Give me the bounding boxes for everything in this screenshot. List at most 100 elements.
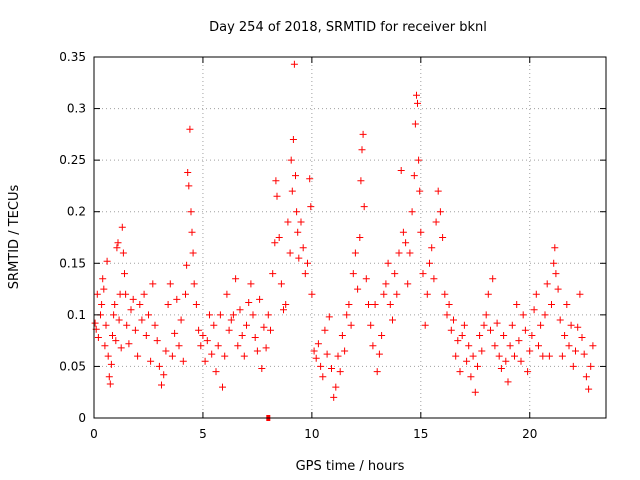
data-point (208, 350, 216, 358)
data-point (359, 130, 367, 138)
data-point (295, 254, 303, 262)
data-point (445, 301, 453, 308)
data-point (558, 352, 566, 360)
data-point (145, 311, 152, 319)
data-point (199, 332, 207, 339)
data-point (478, 347, 486, 355)
data-point (105, 373, 113, 381)
data-point (380, 290, 388, 298)
data-point (107, 360, 115, 368)
data-point (406, 249, 414, 257)
data-point (469, 352, 477, 360)
data-point (569, 362, 577, 370)
y-tick-label: 0.2 (67, 205, 86, 219)
data-point (572, 347, 579, 355)
data-point (240, 352, 248, 360)
data-point (413, 91, 420, 99)
data-point (100, 285, 108, 293)
data-point (314, 340, 322, 348)
data-point (354, 285, 362, 293)
data-point (404, 280, 412, 288)
data-point (317, 362, 325, 370)
data-point (229, 311, 237, 319)
data-point (166, 280, 174, 288)
data-point (452, 352, 460, 360)
data-point (160, 371, 168, 379)
data-point (103, 257, 111, 265)
data-point (519, 311, 527, 319)
data-point (517, 357, 525, 365)
data-point (530, 306, 538, 314)
data-point (497, 365, 505, 372)
data-point (491, 342, 499, 350)
data-point (582, 373, 590, 381)
data-point (541, 311, 549, 319)
data-point (269, 270, 277, 278)
data-point (99, 275, 107, 283)
data-point (188, 228, 196, 236)
data-point (310, 347, 318, 355)
data-point (441, 290, 449, 298)
data-point (371, 301, 379, 308)
data-point (201, 357, 209, 365)
data-point (465, 342, 473, 350)
data-point (426, 259, 433, 267)
data-point (343, 311, 351, 319)
data-point (537, 321, 545, 329)
data-point (362, 275, 370, 283)
data-point (487, 326, 494, 334)
data-point (414, 99, 421, 107)
chart-title: Day 254 of 2018, SRMTID for receiver bkn… (209, 20, 487, 35)
data-point (375, 350, 383, 358)
data-point (301, 270, 309, 278)
data-point (212, 368, 220, 376)
data-point (273, 192, 281, 200)
data-point (561, 332, 569, 339)
data-point (565, 342, 573, 350)
y-tick-label: 0.15 (59, 256, 86, 270)
data-point (515, 337, 523, 345)
data-point (299, 244, 307, 252)
data-point (214, 342, 222, 350)
data-point (134, 352, 142, 360)
data-point (164, 301, 172, 308)
data-point (264, 311, 272, 319)
data-point (334, 352, 342, 360)
data-point (563, 301, 571, 308)
data-point (347, 321, 355, 329)
data-point (528, 332, 536, 339)
data-point (125, 340, 133, 348)
data-point (360, 203, 368, 211)
data-point (521, 326, 529, 334)
data-point (186, 125, 194, 133)
data-point (271, 239, 279, 247)
data-point (386, 301, 394, 308)
data-point (574, 323, 582, 331)
data-point (138, 316, 146, 324)
data-point (210, 321, 218, 329)
data-point (287, 156, 295, 164)
data-point (323, 350, 331, 358)
data-point (253, 347, 261, 355)
data-point (504, 378, 512, 386)
data-point (423, 290, 431, 298)
data-point (576, 290, 584, 298)
data-point (189, 249, 197, 257)
data-point (280, 306, 287, 314)
data-point (197, 342, 205, 350)
data-point (367, 321, 375, 329)
data-point (258, 365, 266, 372)
data-point (421, 321, 429, 329)
data-point (192, 301, 200, 308)
data-point (294, 228, 302, 236)
data-point (275, 234, 283, 241)
data-point (117, 344, 125, 352)
data-point (419, 270, 427, 278)
data-point (456, 368, 464, 376)
data-point (430, 275, 438, 283)
data-point (114, 239, 122, 247)
data-point (304, 259, 311, 267)
data-point (489, 275, 497, 283)
data-point (389, 316, 396, 324)
